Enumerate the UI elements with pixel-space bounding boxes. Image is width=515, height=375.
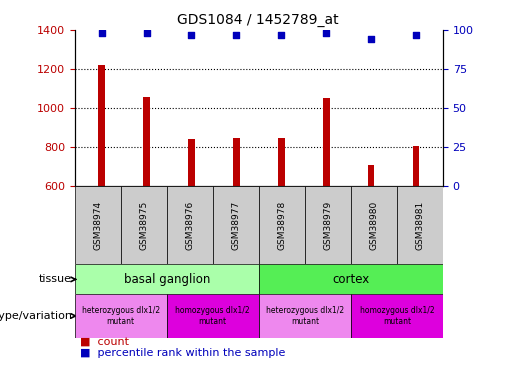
- Bar: [143, 97, 150, 186]
- Bar: [368, 165, 374, 186]
- Point: [322, 30, 330, 36]
- Point: [412, 32, 420, 38]
- Text: GSM38978: GSM38978: [277, 200, 286, 250]
- Text: GSM38974: GSM38974: [93, 200, 102, 250]
- Text: basal ganglion: basal ganglion: [124, 273, 210, 286]
- Bar: [351, 186, 397, 264]
- Point: [97, 30, 106, 36]
- Text: GSM38976: GSM38976: [185, 200, 194, 250]
- Point: [187, 32, 196, 38]
- Text: GDS1084 / 1452789_at: GDS1084 / 1452789_at: [177, 13, 338, 27]
- Text: heterozygous dlx1/2
mutant: heterozygous dlx1/2 mutant: [82, 306, 160, 326]
- Text: genotype/variation: genotype/variation: [0, 311, 72, 321]
- Bar: [413, 146, 419, 186]
- Point: [277, 32, 285, 38]
- Text: tissue: tissue: [39, 274, 72, 284]
- Text: heterozygous dlx1/2
mutant: heterozygous dlx1/2 mutant: [266, 306, 344, 326]
- Bar: [233, 138, 239, 186]
- Bar: [305, 186, 351, 264]
- Point: [232, 32, 241, 38]
- Text: ■  percentile rank within the sample: ■ percentile rank within the sample: [80, 348, 285, 358]
- Bar: [259, 294, 351, 338]
- Bar: [167, 186, 213, 264]
- Bar: [75, 294, 167, 338]
- Bar: [188, 139, 195, 186]
- Bar: [259, 186, 305, 264]
- Bar: [213, 186, 259, 264]
- Bar: [75, 186, 121, 264]
- Text: GSM38979: GSM38979: [323, 200, 332, 250]
- Bar: [397, 186, 443, 264]
- Text: homozygous dlx1/2
mutant: homozygous dlx1/2 mutant: [176, 306, 250, 326]
- Bar: [259, 264, 443, 294]
- Point: [367, 36, 375, 42]
- Text: cortex: cortex: [332, 273, 369, 286]
- Bar: [278, 138, 285, 186]
- Text: GSM38977: GSM38977: [231, 200, 241, 250]
- Text: GSM38975: GSM38975: [139, 200, 148, 250]
- Point: [143, 30, 151, 36]
- Bar: [121, 186, 167, 264]
- Text: GSM38981: GSM38981: [416, 200, 424, 250]
- Bar: [167, 294, 259, 338]
- Bar: [75, 264, 259, 294]
- Text: GSM38980: GSM38980: [369, 200, 379, 250]
- Bar: [98, 65, 105, 186]
- Bar: [351, 294, 443, 338]
- Text: ■  count: ■ count: [80, 337, 129, 347]
- Bar: [323, 98, 330, 186]
- Text: homozygous dlx1/2
mutant: homozygous dlx1/2 mutant: [359, 306, 434, 326]
